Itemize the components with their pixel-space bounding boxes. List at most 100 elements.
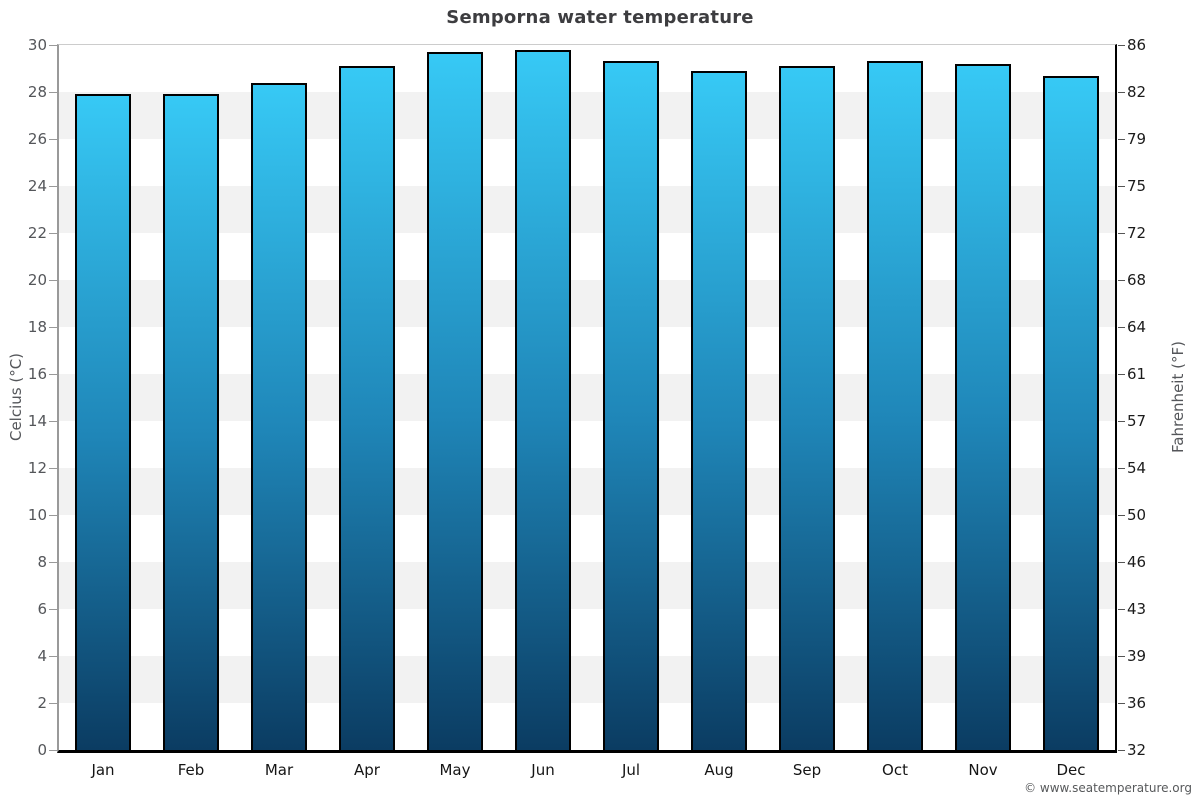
bars-row (59, 45, 1115, 750)
ytick-mark-right-86 (1118, 45, 1125, 46)
bar-slot-aug (675, 45, 763, 750)
ytick-mark-left-28 (49, 92, 57, 93)
ytick-mark-left-14 (49, 421, 57, 422)
ytick-mark-left-24 (49, 186, 57, 187)
copyright-link[interactable]: © www.seatemperature.org (1024, 781, 1192, 795)
ytick-mark-right-61 (1118, 374, 1125, 375)
plot-area (57, 44, 1117, 753)
x-label-oct: Oct (882, 761, 908, 779)
x-label-aug: Aug (704, 761, 734, 779)
ytick-mark-right-75 (1118, 186, 1125, 187)
ytick-mark-left-2 (49, 703, 57, 704)
ytick-fahrenheit-57: 57 (1127, 412, 1147, 430)
x-label-may: May (439, 761, 471, 779)
ytick-fahrenheit-54: 54 (1127, 459, 1147, 477)
ytick-fahrenheit-32: 32 (1127, 741, 1147, 759)
ytick-mark-right-54 (1118, 468, 1125, 469)
ytick-celsius-24: 24 (27, 177, 47, 195)
ytick-mark-left-18 (49, 327, 57, 328)
ytick-celsius-30: 30 (27, 36, 47, 54)
ytick-mark-left-26 (49, 139, 57, 140)
ytick-fahrenheit-64: 64 (1127, 318, 1147, 336)
x-label-apr: Apr (354, 761, 380, 779)
bar-slot-sep (763, 45, 851, 750)
ytick-celsius-2: 2 (37, 694, 47, 712)
ytick-mark-right-64 (1118, 327, 1125, 328)
bar-dec (1043, 75, 1099, 750)
ytick-mark-right-50 (1118, 515, 1125, 516)
ytick-mark-left-22 (49, 233, 57, 234)
ytick-celsius-12: 12 (27, 459, 47, 477)
ytick-fahrenheit-61: 61 (1127, 365, 1147, 383)
ytick-mark-right-72 (1118, 233, 1125, 234)
bar-may (427, 52, 483, 750)
chart-title: Semporna water temperature (446, 7, 754, 28)
ytick-fahrenheit-39: 39 (1127, 647, 1147, 665)
y-axis-title-fahrenheit: Fahrenheit (°F) (1169, 341, 1187, 453)
bar-jan (75, 94, 131, 750)
bar-sep (779, 66, 835, 750)
ytick-mark-right-36 (1118, 703, 1125, 704)
bar-nov (955, 63, 1011, 750)
ytick-mark-right-68 (1118, 280, 1125, 281)
bar-slot-may (411, 45, 499, 750)
ytick-mark-right-32 (1118, 750, 1125, 751)
bar-slot-nov (939, 45, 1027, 750)
x-label-feb: Feb (177, 761, 205, 779)
bar-oct (867, 61, 923, 750)
ytick-fahrenheit-43: 43 (1127, 600, 1147, 618)
ytick-celsius-8: 8 (37, 553, 47, 571)
ytick-mark-left-30 (49, 45, 57, 46)
x-label-mar: Mar (264, 761, 294, 779)
ytick-celsius-22: 22 (27, 224, 47, 242)
ytick-fahrenheit-68: 68 (1127, 271, 1147, 289)
x-label-nov: Nov (968, 761, 998, 779)
ytick-mark-right-79 (1118, 139, 1125, 140)
ytick-fahrenheit-86: 86 (1127, 36, 1147, 54)
bar-slot-feb (147, 45, 235, 750)
ytick-mark-left-6 (49, 609, 57, 610)
bar-slot-oct (851, 45, 939, 750)
bar-slot-apr (323, 45, 411, 750)
ytick-mark-left-12 (49, 468, 57, 469)
ytick-mark-right-57 (1118, 421, 1125, 422)
bar-jul (603, 61, 659, 750)
bar-mar (251, 82, 307, 750)
ytick-fahrenheit-46: 46 (1127, 553, 1147, 571)
ytick-mark-left-10 (49, 515, 57, 516)
ytick-fahrenheit-79: 79 (1127, 130, 1147, 148)
ytick-celsius-18: 18 (27, 318, 47, 336)
ytick-mark-left-20 (49, 280, 57, 281)
ytick-celsius-28: 28 (27, 83, 47, 101)
ytick-celsius-16: 16 (27, 365, 47, 383)
ytick-fahrenheit-50: 50 (1127, 506, 1147, 524)
ytick-mark-left-8 (49, 562, 57, 563)
ytick-fahrenheit-75: 75 (1127, 177, 1147, 195)
ytick-fahrenheit-36: 36 (1127, 694, 1147, 712)
x-label-jul: Jul (621, 761, 641, 779)
ytick-mark-right-43 (1118, 609, 1125, 610)
x-axis-labels: Jan Feb Mar Apr May Jun Jul Aug Sep Oct Nov Dec (59, 760, 1115, 780)
bar-jun (515, 49, 571, 750)
bar-slot-jun (499, 45, 587, 750)
ytick-mark-left-16 (49, 374, 57, 375)
x-label-sep: Sep (792, 761, 822, 779)
bar-aug (691, 70, 747, 750)
ytick-mark-right-39 (1118, 656, 1125, 657)
x-label-dec: Dec (1056, 761, 1086, 779)
bar-slot-jan (59, 45, 147, 750)
x-label-jan: Jan (91, 761, 115, 779)
bar-feb (163, 94, 219, 750)
ytick-mark-right-82 (1118, 92, 1125, 93)
bar-slot-dec (1027, 45, 1115, 750)
ytick-celsius-14: 14 (27, 412, 47, 430)
y-axis-title-celsius: Celcius (°C) (7, 352, 25, 442)
ytick-celsius-20: 20 (27, 271, 47, 289)
ytick-celsius-26: 26 (27, 130, 47, 148)
ytick-fahrenheit-82: 82 (1127, 83, 1147, 101)
ytick-fahrenheit-72: 72 (1127, 224, 1147, 242)
ytick-celsius-0: 0 (37, 741, 47, 759)
ytick-mark-left-0 (49, 750, 57, 751)
ytick-mark-left-4 (49, 656, 57, 657)
